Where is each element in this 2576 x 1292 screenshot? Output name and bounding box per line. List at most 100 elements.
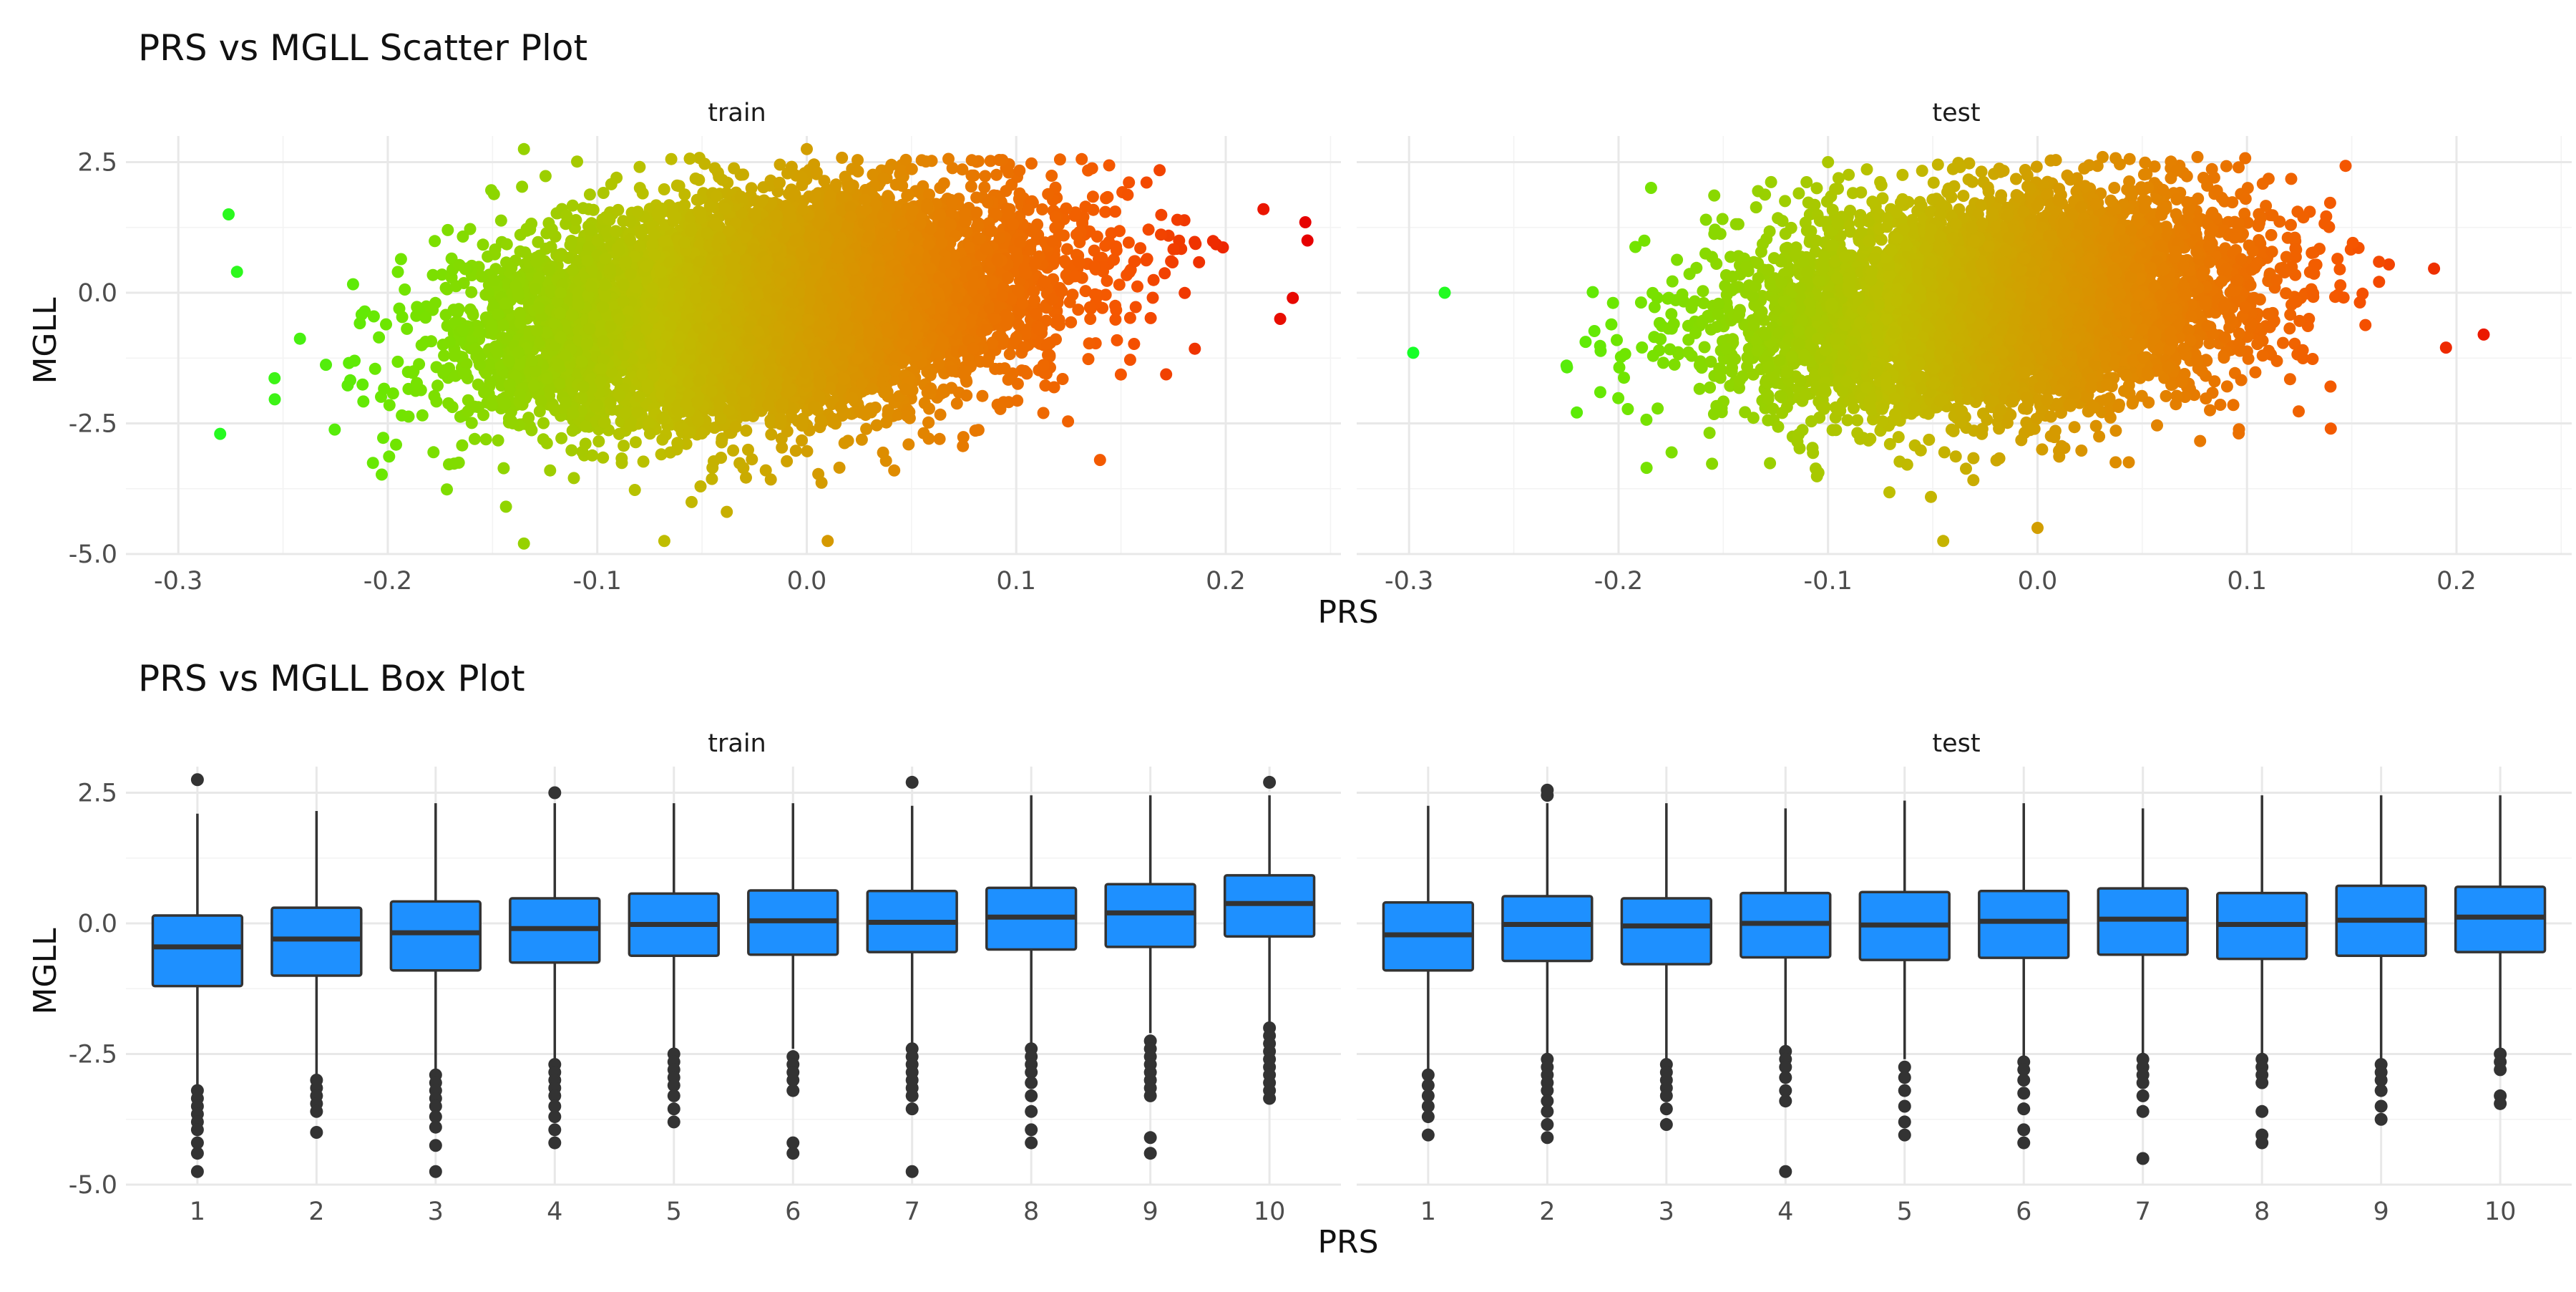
- scatter-point: [1036, 203, 1048, 215]
- scatter-point: [441, 224, 454, 236]
- scatter-point: [429, 235, 441, 247]
- scatter-point: [357, 395, 369, 407]
- scatter-point: [1099, 240, 1111, 252]
- scatter-point: [1083, 353, 1095, 365]
- scatter-point: [638, 455, 650, 467]
- scatter-point: [1100, 192, 1112, 204]
- scatter-point: [906, 163, 918, 175]
- scatter-point: [942, 153, 955, 165]
- scatter-point: [618, 439, 630, 452]
- scatter-point: [383, 450, 395, 462]
- box-strip-test: test: [1932, 729, 1980, 758]
- scatter-point: [565, 445, 577, 457]
- scatter-point: [555, 432, 567, 445]
- scatter-point: [1145, 312, 1157, 324]
- scatter-point: [497, 319, 509, 331]
- scatter-point: [356, 309, 368, 321]
- scatter-x-axis-title: PRS: [1317, 594, 1378, 631]
- scatter-point: [500, 500, 512, 513]
- scatter-point: [367, 457, 379, 469]
- scatter-point: [571, 155, 583, 167]
- scatter-point: [979, 170, 991, 183]
- scatter-point: [456, 439, 468, 452]
- box-x-axis-title: PRS: [1317, 1224, 1378, 1261]
- scatter-point: [328, 424, 341, 436]
- scatter-point: [970, 424, 982, 437]
- scatter-point: [895, 165, 907, 177]
- scatter-point: [1134, 242, 1146, 254]
- scatter-point: [706, 473, 718, 485]
- scatter-point: [776, 442, 788, 454]
- scatter-point: [1124, 312, 1136, 324]
- scatter-point: [1153, 164, 1166, 176]
- scatter-point: [1115, 369, 1127, 381]
- scatter-y-axis-title: MGLL: [27, 297, 64, 384]
- scatter-point: [796, 434, 808, 447]
- scatter-point: [1084, 313, 1096, 325]
- scatter-point: [1141, 253, 1153, 265]
- scatter-point: [665, 153, 678, 165]
- scatter-point: [746, 182, 758, 194]
- box-strip-train: train: [708, 729, 766, 758]
- scatter-point: [658, 183, 670, 195]
- scatter-point: [871, 419, 883, 432]
- scatter-point: [1111, 334, 1123, 346]
- scatter-point: [1103, 160, 1116, 172]
- scatter-point: [1148, 274, 1160, 286]
- scatter-point: [484, 377, 496, 389]
- scatter-point: [790, 445, 802, 457]
- scatter-point: [740, 424, 752, 437]
- scatter-point: [1193, 256, 1205, 268]
- scatter-point: [686, 496, 698, 508]
- scatter-point: [1155, 209, 1167, 221]
- scatter-point: [695, 480, 707, 492]
- scatter-point: [369, 363, 381, 375]
- scatter-point: [860, 423, 872, 435]
- scatter-point: [951, 397, 963, 409]
- box-y-axis-title: MGLL: [27, 928, 64, 1015]
- scatter-point: [1087, 190, 1099, 203]
- scatter-point: [399, 283, 411, 296]
- scatter-point: [976, 390, 988, 402]
- scatter-point: [477, 238, 489, 251]
- scatter-point: [419, 311, 431, 324]
- scatter-point: [1025, 157, 1038, 170]
- scatter-point: [497, 462, 509, 475]
- scatter-point: [546, 223, 558, 235]
- scatter-point: [537, 417, 550, 429]
- scatter-point: [1189, 343, 1201, 355]
- scatter-point: [922, 417, 935, 429]
- scatter-point: [852, 154, 864, 166]
- scatter-point: [633, 161, 645, 173]
- scatter-point: [765, 429, 777, 441]
- scatter-point: [742, 444, 754, 456]
- scatter-point: [1160, 369, 1172, 381]
- scatter-point: [1113, 278, 1126, 291]
- scatter-point: [401, 323, 413, 335]
- scatter-point: [390, 439, 402, 451]
- scatter-point: [839, 437, 851, 450]
- scatter-point: [836, 152, 848, 164]
- scatter-point: [1048, 382, 1060, 394]
- scatter-point: [733, 457, 746, 470]
- scatter-point: [431, 379, 444, 392]
- scatter-point: [1155, 228, 1167, 241]
- scatter-point: [544, 465, 556, 477]
- scatter-plot-title: PRS vs MGLL Scatter Plot: [138, 27, 587, 69]
- scatter-point: [934, 433, 946, 445]
- scatter-point: [1143, 223, 1155, 235]
- scatter-point: [888, 465, 900, 477]
- scatter-point: [577, 202, 589, 214]
- scatter-point: [965, 180, 977, 193]
- scatter-point: [801, 445, 814, 457]
- scatter-point: [781, 455, 793, 467]
- scatter-strip-test: test: [1932, 99, 1980, 127]
- scatter-point: [516, 180, 528, 193]
- scatter-point: [1002, 167, 1015, 179]
- scatter-point: [568, 472, 580, 484]
- scatter-point: [395, 253, 407, 266]
- scatter-point: [584, 188, 596, 200]
- scatter-point: [429, 297, 441, 309]
